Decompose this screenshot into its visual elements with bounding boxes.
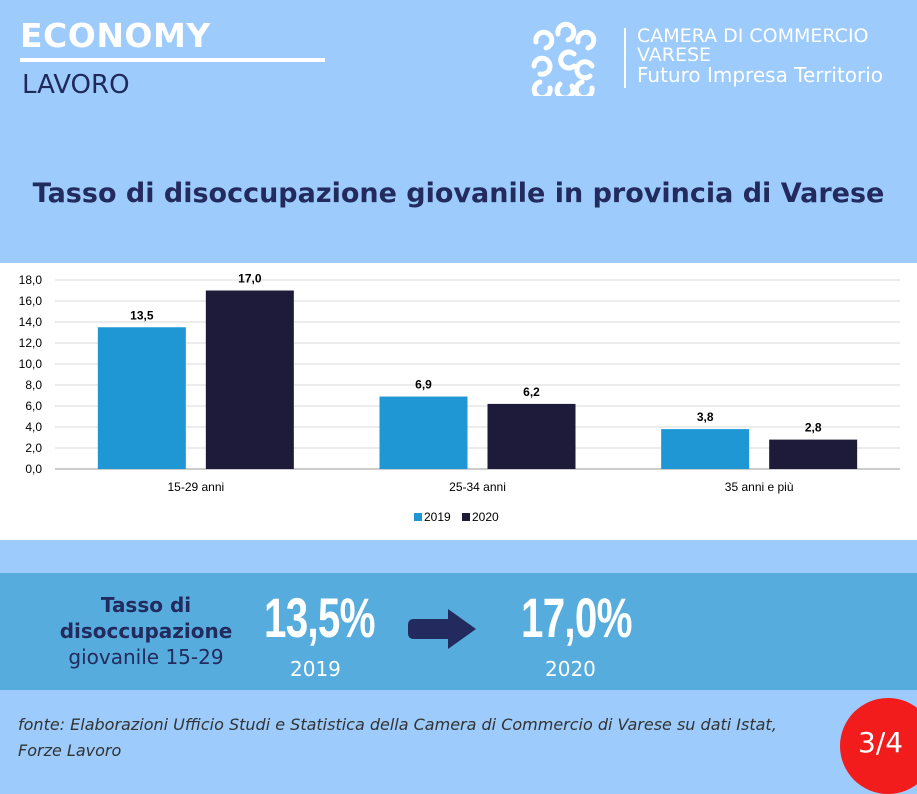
- highlight-label-line3: giovanile 15-29: [68, 645, 224, 669]
- bar-2020: [487, 403, 576, 469]
- legend-label-2020: 2020: [472, 510, 499, 524]
- logo-divider: [624, 28, 626, 88]
- bar-2020: [205, 290, 294, 469]
- bar-2020: [769, 439, 858, 469]
- year-2020: 2020: [545, 657, 596, 681]
- section-underline: [20, 58, 325, 62]
- data-label: 13,5: [130, 308, 154, 322]
- y-tick-label: 6,0: [25, 399, 42, 413]
- data-label: 6,9: [415, 378, 432, 392]
- bar-2019: [97, 327, 186, 469]
- data-label: 3,8: [697, 410, 714, 424]
- page-number: 3/4: [858, 726, 904, 759]
- y-tick-label: 12,0: [19, 336, 43, 350]
- chamber-logo-icon: [531, 21, 597, 96]
- legend-swatch-2020: [462, 513, 470, 521]
- y-tick-label: 16,0: [19, 294, 43, 308]
- legend-swatch-2019: [414, 513, 422, 521]
- org-name-line2: VARESE: [637, 44, 712, 66]
- y-tick-label: 0,0: [25, 462, 42, 476]
- x-tick-label: 35 anni e più: [725, 480, 794, 494]
- highlight-label: Tasso di disoccupazione giovanile 15-29: [40, 592, 252, 670]
- data-label: 6,2: [523, 385, 540, 399]
- bar-chart: 0,0 2,0 4,0 6,0 8,0 10,0 12,0 14,0 16,0 18,0 15-29…: [0, 263, 917, 540]
- y-tick-label: 18,0: [19, 273, 43, 287]
- x-tick-label: 15-29 anni: [167, 480, 224, 494]
- year-2019: 2019: [290, 657, 341, 681]
- org-name-line1: CAMERA DI COMMERCIO: [637, 25, 869, 47]
- source-note: fonte: Elaborazioni Ufficio Studi e Stat…: [18, 715, 777, 760]
- chart-title: Tasso di disoccupazione giovanile in pro…: [32, 178, 885, 209]
- x-tick-label: 25-34 anni: [449, 480, 506, 494]
- y-tick-label: 14,0: [19, 315, 43, 329]
- subsection-title: LAVORO: [22, 70, 130, 100]
- bar-2019: [661, 429, 750, 469]
- org-tagline: Futuro Impresa Territorio: [637, 63, 884, 87]
- y-tick-label: 4,0: [25, 420, 42, 434]
- data-label: 17,0: [238, 272, 262, 286]
- data-label: 2,8: [805, 421, 822, 435]
- y-tick-label: 2,0: [25, 441, 42, 455]
- y-tick-label: 8,0: [25, 378, 42, 392]
- value-2019: 13,5%: [264, 586, 375, 649]
- value-2020: 17,0%: [521, 586, 632, 649]
- highlight-label-line1: Tasso di: [100, 593, 192, 617]
- y-tick-label: 10,0: [19, 357, 43, 371]
- legend-label-2019: 2019: [424, 510, 451, 524]
- highlight-label-line2: disoccupazione: [59, 619, 233, 643]
- section-title: ECONOMY: [20, 16, 211, 55]
- page-indicator: 3/4: [840, 698, 917, 794]
- arrow-right-icon: [408, 609, 476, 649]
- bar-2019: [379, 396, 468, 469]
